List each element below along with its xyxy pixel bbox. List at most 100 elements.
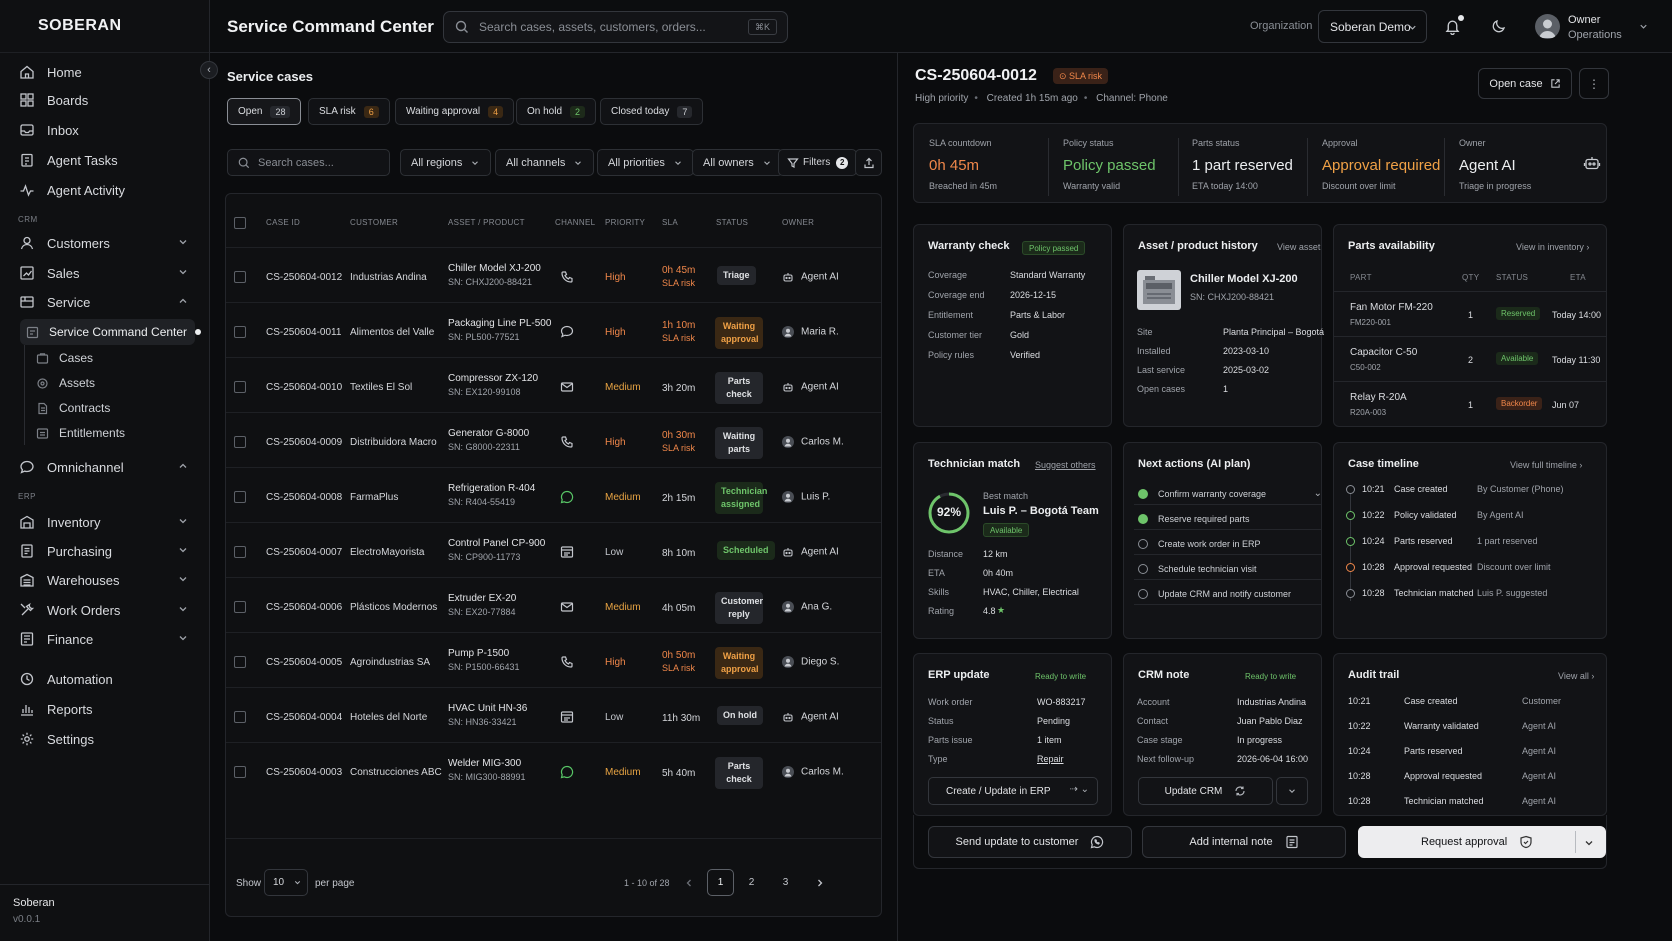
case-id-cell[interactable]: CS-250604-0008 [266, 492, 343, 503]
table-row[interactable]: CS-250604-0010 Textiles El Sol Compresso… [226, 357, 881, 415]
view-inventory-link[interactable]: View in inventory › [1516, 242, 1590, 252]
col-channel[interactable]: CHANNEL [555, 218, 596, 227]
moon-icon[interactable] [1491, 18, 1507, 34]
filter-priorities[interactable]: All priorities [597, 149, 694, 176]
check-circle-icon[interactable] [1138, 513, 1148, 524]
tab-closed-today[interactable]: Closed today 7 [600, 98, 704, 125]
update-crm-dropdown[interactable] [1276, 777, 1308, 805]
nav-work-orders[interactable]: Work Orders [14, 597, 195, 623]
col-priority[interactable]: PRIORITY [605, 218, 646, 227]
nav-inventory[interactable]: Inventory [14, 509, 195, 535]
table-row[interactable]: CS-250604-0004 Hoteles del Norte HVAC Un… [226, 687, 881, 745]
view-asset-link[interactable]: View asset [1277, 242, 1321, 252]
circle-icon[interactable] [1138, 588, 1148, 599]
col-status[interactable]: STATUS [716, 218, 749, 227]
col-case-id[interactable]: CASE ID [266, 218, 301, 227]
nav-settings[interactable]: Settings [14, 726, 195, 752]
filter-owners[interactable]: All owners [692, 149, 783, 176]
org-select[interactable]: Soberan Demo [1318, 10, 1427, 43]
nav-service-command-center[interactable]: Service Command Center [26, 322, 202, 342]
table-row[interactable]: CS-250604-0009 Distribuidora Macro Gener… [226, 412, 881, 470]
tab-sla-risk[interactable]: SLA risk 6 [308, 98, 390, 125]
case-search-input[interactable]: Search cases... [227, 149, 390, 176]
table-row[interactable]: CS-250604-0011 Alimentos del Valle Packa… [226, 302, 881, 360]
action-item[interactable]: Reserve required parts [1134, 508, 1322, 530]
update-crm-button[interactable]: Update CRM [1138, 777, 1273, 805]
open-case-button[interactable]: Open case [1478, 68, 1572, 99]
nav-cases[interactable]: Cases [36, 348, 93, 368]
field-value[interactable]: Repair [1037, 754, 1064, 764]
nav-purchasing[interactable]: Purchasing [14, 538, 195, 564]
case-id-cell[interactable]: CS-250604-0007 [266, 547, 343, 558]
nav-contracts[interactable]: Contracts [36, 398, 110, 418]
check-circle-icon[interactable] [1138, 488, 1148, 499]
filters-button[interactable]: Filters 2 [778, 149, 858, 176]
send-update-button[interactable]: Send update to customer [928, 826, 1132, 858]
nav-warehouses[interactable]: Warehouses [14, 567, 195, 593]
nav-entitlements[interactable]: Entitlements [36, 423, 125, 443]
col-asset[interactable]: ASSET / PRODUCT [448, 218, 525, 227]
col-customer[interactable]: CUSTOMER [350, 218, 399, 227]
chevron-down-icon[interactable]: ⌄ [1313, 488, 1322, 499]
tab-on-hold[interactable]: On hold 2 [516, 98, 597, 125]
nav-agent-activity[interactable]: Agent Activity [14, 177, 195, 203]
row-checkbox[interactable] [234, 546, 246, 558]
page-2-button[interactable]: 2 [748, 877, 755, 888]
nav-agent-tasks[interactable]: Agent Tasks [14, 147, 195, 173]
chevron-down-icon[interactable] [1638, 21, 1649, 32]
col-sla[interactable]: SLA [662, 218, 679, 227]
table-row[interactable]: CS-250604-0007 ElectroMayorista Control … [226, 522, 881, 580]
case-id-cell[interactable]: CS-250604-0012 [266, 272, 343, 283]
circle-icon[interactable] [1138, 563, 1148, 574]
row-checkbox[interactable] [234, 491, 246, 503]
table-row[interactable]: CS-250604-0008 FarmaPlus Refrigeration R… [226, 467, 881, 525]
filter-regions[interactable]: All regions [400, 149, 492, 176]
nav-finance[interactable]: Finance [14, 626, 195, 652]
tab-waiting-approval[interactable]: Waiting approval 4 [395, 98, 515, 125]
nav-sales[interactable]: Sales [14, 260, 195, 286]
per-page-select[interactable]: 10 [264, 869, 308, 896]
nav-inbox[interactable]: Inbox [14, 117, 195, 143]
row-checkbox[interactable] [234, 711, 246, 723]
filter-channels[interactable]: All channels [495, 149, 595, 176]
action-item[interactable]: Update CRM and notify customer [1134, 583, 1322, 605]
circle-icon[interactable] [1138, 538, 1148, 549]
select-all-checkbox[interactable] [234, 217, 246, 229]
action-item[interactable]: Create work order in ERP [1134, 533, 1322, 555]
avatar[interactable] [1535, 14, 1560, 39]
nav-boards[interactable]: Boards [14, 87, 195, 113]
view-all-audit-link[interactable]: View all › [1558, 671, 1595, 681]
nav-omnichannel[interactable]: Omnichannel [14, 454, 195, 480]
action-item[interactable]: Schedule technician visit [1134, 558, 1322, 580]
row-checkbox[interactable] [234, 601, 246, 613]
add-internal-note-button[interactable]: Add internal note [1142, 826, 1346, 858]
table-row[interactable]: CS-250604-0012 Industrias Andina Chiller… [226, 247, 881, 305]
case-id-cell[interactable]: CS-250604-0010 [266, 382, 343, 393]
chevron-down-icon[interactable] [1583, 837, 1595, 849]
page-1-button[interactable]: 1 [707, 869, 734, 896]
brand-logo[interactable]: SOBERAN [0, 0, 209, 53]
export-button[interactable] [855, 149, 882, 176]
suggest-others-link[interactable]: Suggest others [1035, 460, 1096, 470]
row-checkbox[interactable] [234, 656, 246, 668]
case-id-cell[interactable]: CS-250604-0004 [266, 712, 343, 723]
nav-home[interactable]: Home [14, 59, 195, 85]
prev-page-button[interactable] [675, 869, 702, 896]
row-checkbox[interactable] [234, 766, 246, 778]
view-full-timeline-link[interactable]: View full timeline › [1510, 460, 1583, 470]
table-row[interactable]: CS-250604-0006 Plásticos Modernos Extrud… [226, 577, 881, 635]
row-checkbox[interactable] [234, 436, 246, 448]
row-checkbox[interactable] [234, 381, 246, 393]
nav-customers[interactable]: Customers [14, 230, 195, 256]
nav-automation[interactable]: Automation [14, 666, 195, 692]
tab-open[interactable]: Open 28 [227, 98, 302, 125]
table-row[interactable]: CS-250604-0003 Construcciones ABC Welder… [226, 742, 881, 800]
case-id-cell[interactable]: CS-250604-0003 [266, 767, 343, 778]
nav-reports[interactable]: Reports [14, 696, 195, 722]
request-approval-button[interactable]: Request approval [1358, 826, 1606, 858]
col-owner[interactable]: OWNER [782, 218, 815, 227]
case-id-cell[interactable]: CS-250604-0005 [266, 657, 343, 668]
action-item[interactable]: Confirm warranty coverage ⌄ [1134, 483, 1322, 505]
nav-assets[interactable]: Assets [36, 373, 95, 393]
page-3-button[interactable]: 3 [782, 877, 789, 888]
